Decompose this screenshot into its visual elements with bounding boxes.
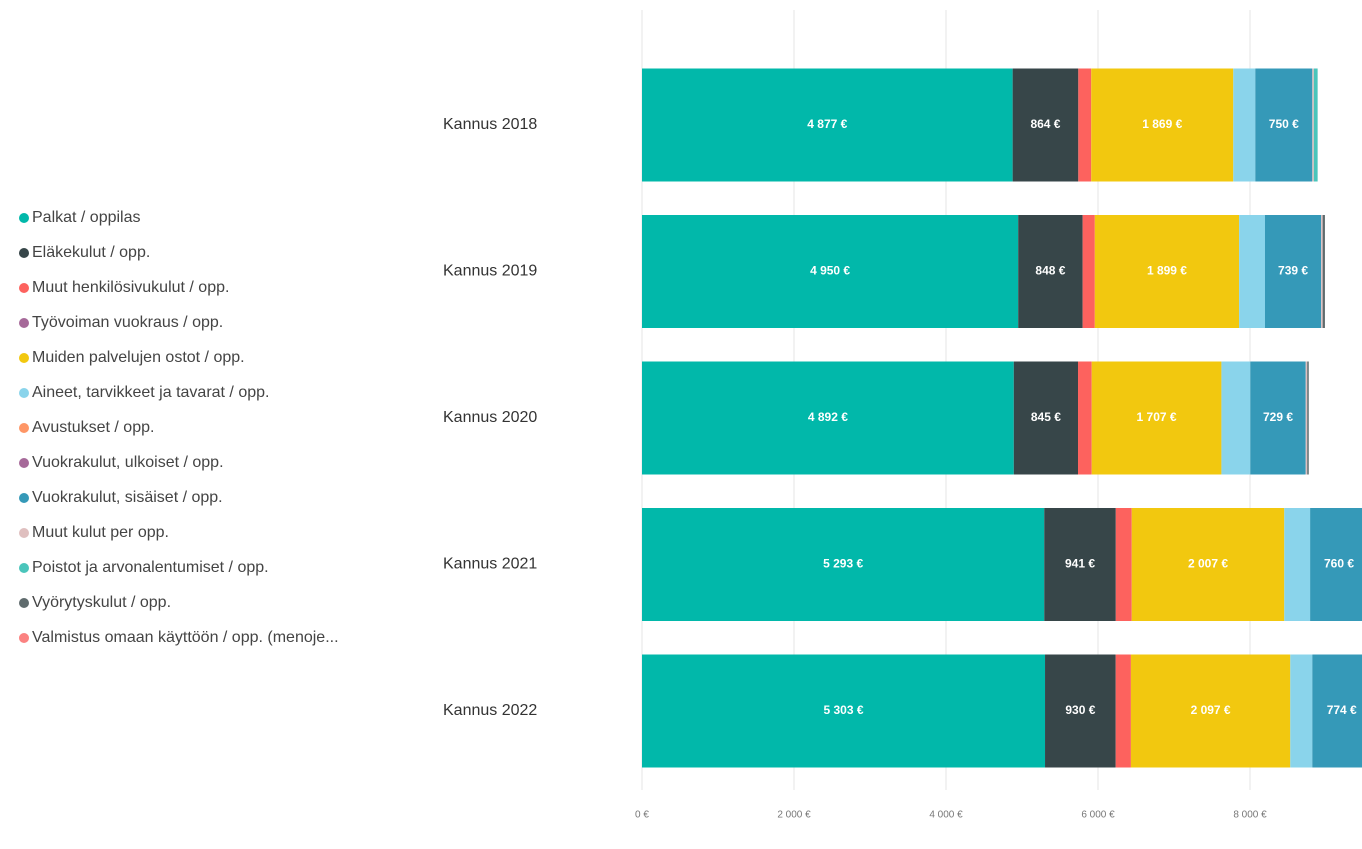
data-label: 1 869 € (1142, 117, 1182, 131)
legend-marker (19, 353, 29, 363)
legend-label: Eläkekulut / opp. (32, 244, 150, 261)
bar-segment (642, 215, 1019, 328)
legend-marker (19, 283, 29, 293)
legend-label: Vyörytyskulut / opp. (32, 594, 171, 611)
plot-area: 4 877 € 864 € 1 869 € 750 € 4 950 € 848 € 1 89… (642, 68, 1362, 768)
legend-label: Aineet, tarvikkeet ja tavarat / opp. (32, 384, 269, 401)
bar-segment (1233, 68, 1256, 182)
data-label: 845 € (1031, 410, 1061, 424)
legend-marker (19, 633, 29, 643)
data-label: 5 293 € (823, 557, 863, 571)
bar-segment (642, 361, 1014, 475)
bar-segment (1045, 654, 1116, 768)
x-tick-label: 8 000 € (1233, 810, 1267, 821)
data-label: 2 007 € (1188, 557, 1228, 571)
legend-marker (19, 598, 29, 608)
bar-segment (1131, 508, 1285, 621)
data-label: 1 899 € (1147, 264, 1187, 278)
legend-marker (19, 318, 29, 328)
legend-label: Palkat / oppilas (32, 209, 141, 226)
legend-label: Muiden palvelujen ostot / opp. (32, 349, 245, 366)
bar-segment (642, 508, 1045, 621)
legend-marker (19, 248, 29, 258)
legend-marker (19, 423, 29, 433)
legend-label: Avustukset / opp. (32, 419, 154, 436)
data-label: 2 097 € (1191, 703, 1231, 717)
bar-segment (1322, 215, 1325, 328)
bar-segment (1264, 215, 1322, 328)
data-label: 5 303 € (823, 703, 863, 717)
legend-marker (19, 563, 29, 573)
bar-segment (1312, 654, 1362, 768)
category-label: Kannus 2021 (443, 556, 537, 573)
data-label: 774 € (1327, 703, 1357, 717)
bar-segment (1312, 68, 1314, 182)
bar-segment (1091, 361, 1222, 475)
bar-segment (1310, 508, 1362, 621)
bar-segment (1313, 68, 1318, 182)
bar-segment (1305, 361, 1308, 475)
bar-segment (642, 68, 1013, 182)
data-label: 1 707 € (1137, 410, 1177, 424)
data-label: 760 € (1324, 557, 1354, 571)
bar-segment (1013, 361, 1079, 475)
legend-label: Valmistus omaan käyttöön / opp. (menoje.… (32, 629, 339, 646)
bar-segment (1239, 215, 1265, 328)
x-tick-label: 4 000 € (929, 810, 963, 821)
data-label: 864 € (1030, 117, 1060, 131)
bar-segment (1094, 215, 1240, 328)
legend-label: Muut kulut per opp. (32, 524, 169, 541)
data-label: 729 € (1263, 410, 1293, 424)
category-label: Kannus 2019 (443, 263, 537, 280)
category-label: Kannus 2022 (443, 702, 537, 719)
bar-segment (642, 654, 1046, 768)
bar-segment (1018, 215, 1083, 328)
bar-segment (1307, 361, 1309, 475)
legend-label: Poistot ja arvonalentumiset / opp. (32, 559, 269, 576)
bar-segment (1250, 361, 1306, 475)
legend-marker (19, 458, 29, 468)
data-label: 4 892 € (808, 410, 848, 424)
legend-label: Vuokrakulut, ulkoiset / opp. (32, 454, 224, 471)
bar-segment (1091, 68, 1234, 182)
bar-segment (1012, 68, 1079, 182)
bar-segment (1284, 508, 1311, 621)
bar-segment (1130, 654, 1291, 768)
data-label: 941 € (1065, 557, 1095, 571)
data-label: 4 877 € (807, 117, 847, 131)
data-label: 930 € (1065, 703, 1095, 717)
bar-segment (1221, 361, 1251, 475)
bar-segment (1115, 654, 1131, 768)
data-label: 739 € (1278, 264, 1308, 278)
legend-marker (19, 388, 29, 398)
bar-segment (1078, 68, 1092, 182)
legend-label: Muut henkilösivukulut / opp. (32, 279, 229, 296)
bar-segment (1255, 68, 1313, 182)
x-tick-label: 6 000 € (1081, 810, 1115, 821)
legend-label: Vuokrakulut, sisäiset / opp. (32, 489, 223, 506)
data-label: 848 € (1035, 264, 1065, 278)
category-label: Kannus 2020 (443, 409, 537, 426)
bar-segment (1082, 215, 1095, 328)
legend-label: Työvoiman vuokraus / opp. (32, 314, 223, 331)
x-tick-label: 2 000 € (777, 810, 811, 821)
bar-segment (1115, 508, 1132, 621)
legend-marker (19, 213, 29, 223)
bar-segment (1078, 361, 1092, 475)
x-tick-label: 0 € (635, 810, 649, 821)
legend-marker (19, 493, 29, 503)
category-label: Kannus 2018 (443, 116, 537, 133)
data-label: 750 € (1269, 117, 1299, 131)
bar-segment (1044, 508, 1116, 621)
data-label: 4 950 € (810, 264, 850, 278)
legend-marker (19, 528, 29, 538)
bar-segment (1321, 215, 1323, 328)
bar-segment (1290, 654, 1313, 768)
